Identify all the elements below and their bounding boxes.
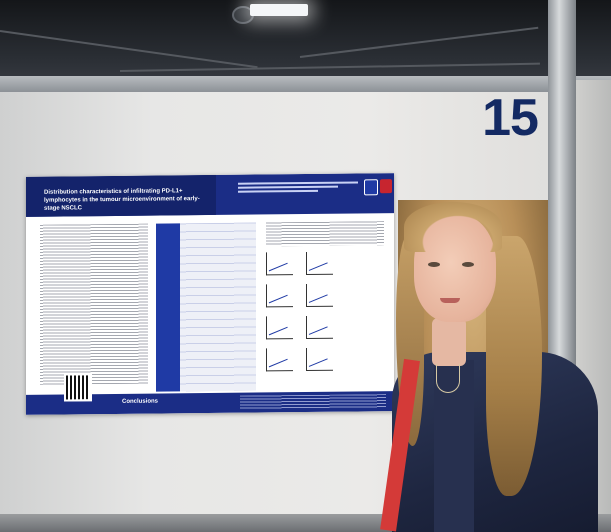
- ceiling-truss: [299, 26, 539, 58]
- qr-code: [64, 373, 92, 402]
- mini-scatter-plot: [266, 348, 293, 372]
- ceiling-truss: [119, 62, 540, 72]
- poster-table-rows: [180, 222, 256, 392]
- mini-scatter-plot: [266, 252, 293, 276]
- ceiling-truss: [0, 30, 258, 69]
- right-eye: [462, 262, 474, 267]
- poster-title: Distribution characteristics of infiltra…: [44, 188, 200, 212]
- left-eye: [428, 262, 440, 267]
- booth-number: 15: [482, 89, 539, 147]
- hair-front: [404, 202, 502, 252]
- poster-authors: [238, 181, 378, 193]
- research-poster: Distribution characteristics of infiltra…: [26, 173, 394, 415]
- poster-table-header-column: [156, 223, 180, 392]
- poster-text-column: [40, 223, 148, 385]
- necklace: [436, 364, 460, 393]
- institution-logo: [364, 179, 378, 196]
- poster-results-text: [266, 221, 384, 247]
- poster-scatter-grid: [266, 251, 376, 372]
- booth-frame-top: [0, 76, 611, 92]
- mini-scatter-plot: [266, 284, 293, 308]
- institution-logo-red: [380, 179, 392, 194]
- mini-scatter-plot: [306, 315, 333, 339]
- mini-scatter-plot: [306, 283, 333, 307]
- conclusions-label: Conclusions: [122, 398, 159, 405]
- neck: [432, 318, 466, 366]
- mouth: [440, 298, 460, 303]
- mini-scatter-plot: [306, 251, 333, 275]
- mini-scatter-plot: [266, 316, 293, 340]
- mini-scatter-plot: [306, 347, 333, 371]
- ceiling-light: [250, 4, 308, 16]
- conclusions-text: [240, 394, 386, 410]
